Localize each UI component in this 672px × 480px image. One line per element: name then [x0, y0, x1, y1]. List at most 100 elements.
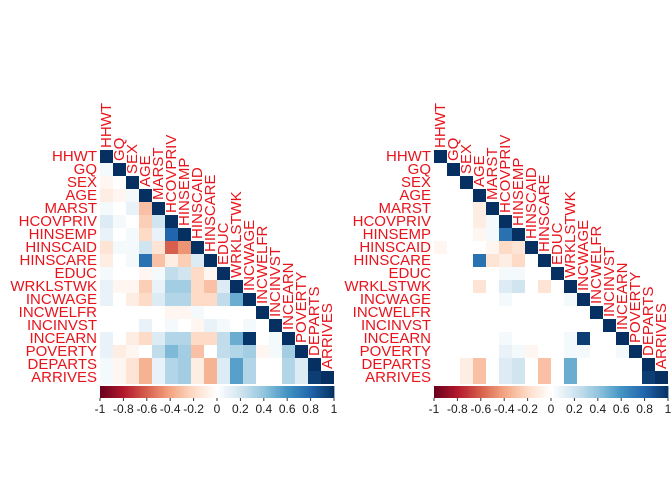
colorbar-segment [291, 386, 295, 398]
cell-arrives-hhwt [100, 371, 113, 384]
colorbar-segment [193, 386, 197, 398]
cell-hinsemp-hhwt [434, 228, 447, 241]
cell-incinvst-hinsemp [178, 319, 191, 332]
cell-wrklstwk-sex [126, 280, 139, 293]
colorbar-segment [441, 386, 444, 398]
colorbar: -1 -0.8 -0.6 -0.4 -0.2 0 0.2 0.4 0.6 0.8 1 [429, 386, 672, 416]
cell-departs-hinsemp [512, 358, 525, 371]
colorbar-segment [455, 386, 458, 398]
cell-incinvst-hinscare [204, 319, 217, 332]
cell-hinscare-hhwt [434, 254, 447, 267]
cell-marst-sex [126, 202, 139, 215]
cell-incwage-gq [447, 293, 460, 306]
cell-hinscare-age [473, 254, 486, 267]
colorbar-segment [245, 386, 248, 398]
cell-age-gq [447, 189, 460, 202]
cell-incinvst-marst [486, 319, 499, 332]
cell-poverty-hinscare [204, 345, 217, 358]
colorbar-segment [256, 386, 260, 398]
cell-incwage-hcovpriv [165, 293, 178, 306]
col-label-hhwt: HHWT [432, 103, 449, 148]
colorbar-segment [324, 386, 328, 398]
colorbar-segment [609, 386, 613, 398]
colorbar-segment [139, 386, 143, 398]
colorbar-tick-label: 0.6 [613, 402, 630, 416]
cell-arrives-gq [447, 371, 460, 384]
cell-incearn-age [139, 332, 152, 345]
row-label-hinscaid: HINSCAID [359, 239, 431, 256]
cell-hinsemp-marst [486, 228, 499, 241]
cell-incwage-incwage [243, 293, 256, 306]
cell-hinsemp-hinsemp [512, 228, 525, 241]
colorbar-segment [270, 386, 274, 398]
col-label-incinvst: INCINVST [601, 247, 618, 317]
cell-incinvst-hcovpriv [499, 319, 512, 332]
colorbar-segment [513, 386, 517, 398]
colorbar-segment [238, 386, 241, 398]
row-label-educ: EDUC [388, 265, 431, 282]
cell-incwelfr-hinscaid [191, 306, 204, 319]
cell-gq-gq [447, 163, 460, 176]
cell-incwelfr-hinsemp [178, 306, 191, 319]
cell-incearn-marst [486, 332, 499, 345]
cell-hinscaid-hhwt [100, 241, 113, 254]
colorbar-segment [520, 386, 524, 398]
row-label-gq: GQ [408, 161, 431, 178]
col-label-incwelfr: INCWELFR [254, 226, 271, 305]
cell-departs-wrklstwk [230, 358, 243, 371]
colorbar-segment [651, 386, 655, 398]
cell-departs-hhwt [434, 358, 447, 371]
cell-departs-departs [308, 358, 321, 371]
col-label-incearn: INCEARN [614, 262, 631, 330]
cell-hinscaid-sex [126, 241, 139, 254]
colorbar-segment [628, 386, 631, 398]
cell-incinvst-sex [126, 319, 139, 332]
col-label-gq: GQ [445, 138, 462, 161]
colorbar-segment [109, 386, 113, 398]
colorbar-segment [226, 386, 230, 398]
cell-hinsemp-age [473, 228, 486, 241]
cell-incinvst-age [473, 319, 486, 332]
col-label-wrklstwk: WRKLSTWK [228, 191, 245, 278]
cell-incwage-age [139, 293, 152, 306]
cell-educ-sex [126, 267, 139, 280]
colorbar-segment [558, 386, 561, 398]
colorbar-segment [100, 386, 103, 398]
cell-wrklstwk-marst [486, 280, 499, 293]
cell-hinscaid-age [139, 241, 152, 254]
cell-poverty-educ [217, 345, 230, 358]
cell-arrives-incwage [577, 371, 590, 384]
cell-departs-incearn [282, 358, 295, 371]
cell-hinscare-hinsemp [178, 254, 191, 267]
colorbar-tick-label: 0.2 [566, 402, 583, 416]
cell-departs-marst [152, 358, 165, 371]
col-label-poverty: POVERTY [627, 272, 644, 343]
colorbar-segment [522, 386, 526, 398]
cell-hinscare-marst [486, 254, 499, 267]
colorbar-segment [539, 386, 543, 398]
row-label-sex: SEX [67, 174, 97, 191]
cell-incwage-hhwt [100, 293, 113, 306]
cell-hcovpriv-hhwt [434, 215, 447, 228]
cell-departs-educ [551, 358, 564, 371]
cell-departs-age [139, 358, 152, 371]
colorbar-segment [191, 386, 194, 398]
cell-marst-gq [447, 202, 460, 215]
col-label-hhwt: HHWT [98, 103, 115, 148]
cell-hinscaid-age [473, 241, 486, 254]
heatmap-panel-1: HHWTGQSEXAGEMARSTHCOVPRIVHINSEMPHINSCAID… [10, 103, 337, 416]
colorbar-segment [452, 386, 456, 398]
cell-poverty-hhwt [100, 345, 113, 358]
cell-incearn-sex [460, 332, 473, 345]
cell-sex-hhwt [434, 176, 447, 189]
row-label-hhwt: HHWT [386, 148, 431, 165]
cell-incinvst-hinsemp [512, 319, 525, 332]
cell-hcovpriv-hcovpriv [499, 215, 512, 228]
cell-educ-hhwt [434, 267, 447, 280]
cell-age-hhwt [100, 189, 113, 202]
col-label-incwage: INCWAGE [241, 220, 258, 291]
colorbar-segment [172, 386, 176, 398]
colorbar-segment [541, 386, 545, 398]
cell-incwelfr-sex [126, 306, 139, 319]
colorbar-segment [266, 386, 269, 398]
